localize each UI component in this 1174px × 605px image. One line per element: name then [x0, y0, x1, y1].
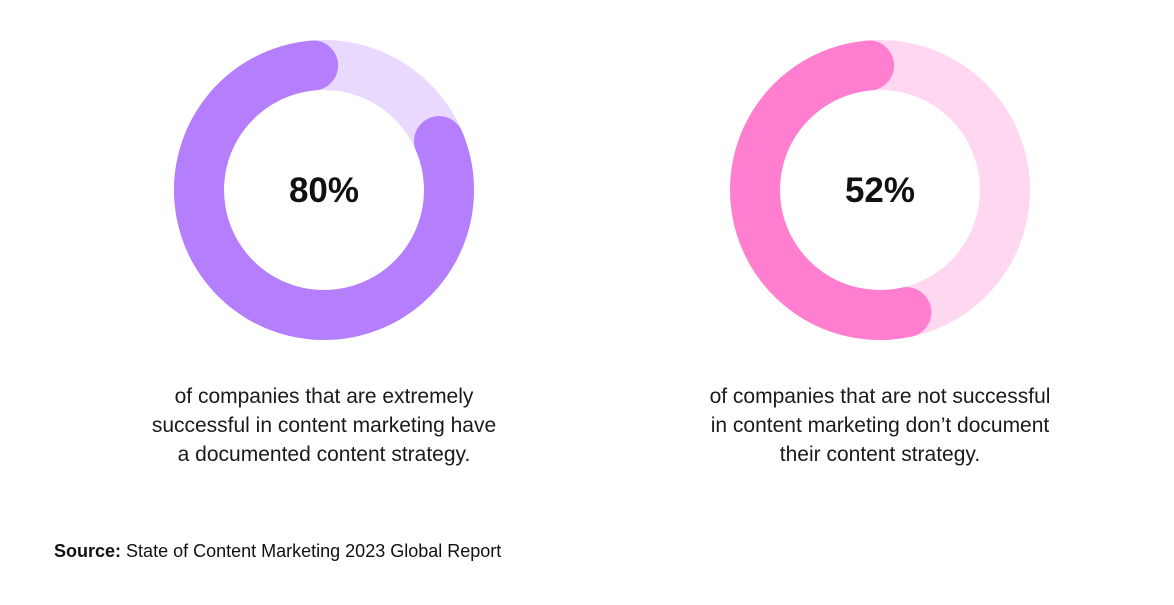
donut-caption: of companies that are extremely successf…: [104, 382, 544, 469]
caption-line: in content marketing don’t document: [710, 414, 1050, 437]
caption-line: a documented content strategy.: [177, 443, 471, 466]
source-text: State of Content Marketing 2023 Global R…: [126, 541, 502, 561]
source-note: Source: State of Content Marketing 2023 …: [54, 541, 501, 562]
caption-line: of companies that are extremely: [174, 385, 474, 408]
caption-line: successful in content marketing have: [151, 414, 497, 437]
donut-value-label: 52%: [845, 171, 915, 210]
caption-line: of companies that are not successful: [709, 385, 1051, 408]
donut-arc: [730, 40, 932, 340]
donut-arc: [174, 40, 474, 340]
donut-value-label: 80%: [289, 171, 359, 210]
donut-caption: of companies that are not successful in …: [660, 382, 1100, 469]
donut-svg-left: 80%: [174, 40, 474, 340]
donut-svg-right: 52%: [730, 40, 1030, 340]
caption-line: their content strategy.: [779, 443, 981, 466]
source-label: Source:: [54, 541, 122, 561]
